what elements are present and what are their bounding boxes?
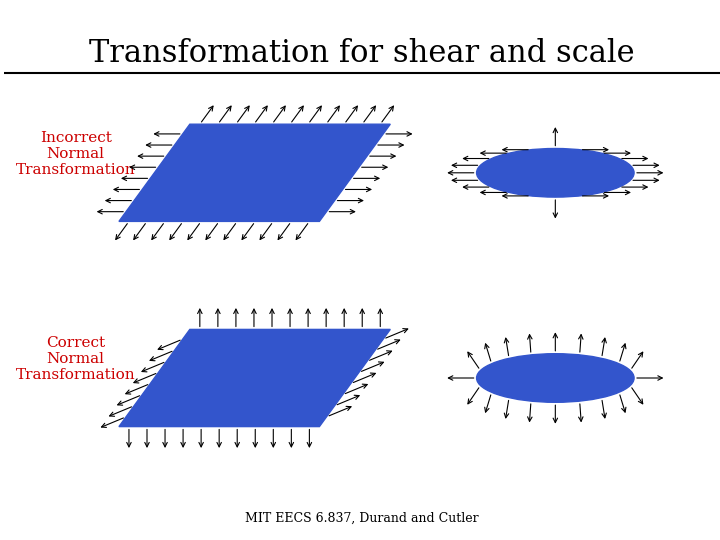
Ellipse shape <box>477 354 634 402</box>
Ellipse shape <box>477 148 634 197</box>
Text: Incorrect
Normal
Transformation: Incorrect Normal Transformation <box>16 131 135 177</box>
Text: Correct
Normal
Transformation: Correct Normal Transformation <box>16 336 135 382</box>
Polygon shape <box>119 124 390 221</box>
Text: MIT EECS 6.837, Durand and Cutler: MIT EECS 6.837, Durand and Cutler <box>246 512 479 525</box>
Polygon shape <box>119 329 390 427</box>
Text: Transformation for shear and scale: Transformation for shear and scale <box>89 38 635 69</box>
